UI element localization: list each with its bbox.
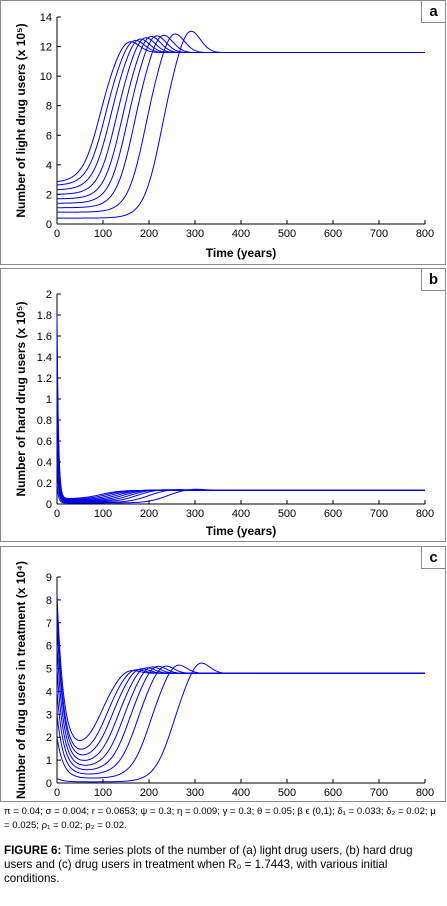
x-tick-label-c: 400 (232, 787, 250, 799)
x-tick-label-b: 100 (94, 508, 112, 520)
x-tick-label-a: 600 (324, 228, 342, 240)
x-tick-label-a: 300 (186, 228, 204, 240)
y-tick-label-c: 8 (46, 595, 52, 607)
y-tick-label-c: 0 (46, 778, 52, 790)
series-line-c-7 (56, 622, 425, 756)
caption-text: Time series plots of the number of (a) l… (4, 844, 413, 885)
y-tick-label-a: 2 (46, 189, 52, 201)
x-axis-title-a: Time (years) (206, 246, 276, 260)
series-line-b-9 (56, 314, 425, 499)
chart-panel-b: 0 100 200 300 400 500 600 700 800 0 0.2 0.4 0.6 0.8 1 1… (0, 268, 446, 542)
panel-label-c: c (421, 547, 445, 569)
x-tick-label-c: 0 (54, 787, 60, 799)
chart-a-svg: 0 100 200 300 400 500 600 700 800 0 2 4 6 8 10 12 14 Time… (14, 12, 434, 260)
series-line-c-1 (56, 662, 425, 783)
y-tick-label-a: 0 (46, 219, 52, 231)
y-tick-label-c: 6 (46, 641, 52, 653)
series-line-a-9 (56, 41, 425, 183)
figure-caption: FIGURE 6: Time series plots of the numbe… (4, 844, 444, 886)
y-tick-label-c: 9 (46, 572, 52, 584)
y-tick-label-b: 1 (46, 394, 52, 406)
y-tick-label-a: 10 (40, 71, 52, 83)
x-tick-label-b: 400 (232, 508, 250, 520)
y-tick-label-a: 14 (40, 12, 52, 24)
series-line-c-6 (56, 645, 425, 761)
y-tick-label-b: 0 (46, 499, 52, 511)
y-tick-label-a: 4 (46, 160, 52, 172)
series-line-a-2 (57, 33, 425, 213)
x-tick-label-c: 500 (278, 787, 296, 799)
y-axis-title-a: Number of light drug users (x 10⁵) (14, 23, 28, 217)
x-tick-label-a: 100 (94, 228, 112, 240)
series-line-a-4 (57, 35, 425, 204)
series-line-a-1 (57, 30, 425, 219)
series-line-b-3 (56, 440, 425, 503)
series-line-c-2 (56, 664, 425, 779)
y-tick-label-b: 0.4 (37, 457, 52, 469)
x-tick-label-a: 800 (416, 228, 434, 240)
caption-label: FIGURE 6: (4, 844, 62, 857)
series-line-a-5 (57, 35, 425, 200)
series-line-b-5 (56, 398, 425, 502)
x-tick-label-c: 700 (370, 787, 388, 799)
y-tick-label-b: 0.6 (37, 436, 52, 448)
x-tick-label-a: 200 (140, 228, 158, 240)
series-line-a-8 (56, 39, 425, 186)
y-tick-label-c: 5 (46, 664, 52, 676)
x-tick-label-c: 300 (186, 787, 204, 799)
series-line-b-7 (56, 356, 425, 501)
chart-c-svg: 01002003004005006007008000123456789Time … (14, 561, 434, 799)
y-tick-label-b: 2 (46, 289, 52, 301)
y-tick-label-a: 6 (46, 130, 52, 142)
x-tick-label-c: 100 (94, 787, 112, 799)
series-line-b-6 (56, 377, 425, 501)
y-tick-label-b: 1.4 (37, 352, 52, 364)
parameter-list: π = 0.04; σ = 0.004; r = 0.0653; ψ = 0.3… (4, 806, 436, 831)
series-line-c-4 (56, 665, 425, 771)
y-tick-label-c: 4 (46, 686, 52, 698)
chart-b-svg: 0 100 200 300 400 500 600 700 800 0 0.2 0.4 0.6 0.8 1 1… (14, 289, 434, 538)
series-line-c-8 (56, 610, 425, 750)
series-line-a-3 (57, 34, 425, 209)
x-axis-title-b: Time (years) (206, 524, 276, 538)
x-tick-label-a: 0 (54, 228, 60, 240)
x-tick-label-a: 700 (370, 228, 388, 240)
y-tick-label-c: 7 (46, 618, 52, 630)
x-tick-label-a: 500 (278, 228, 296, 240)
chart-panel-a: 0 100 200 300 400 500 600 700 800 0 2 4 6 8 10 12 14 Time… (0, 0, 446, 265)
x-tick-label-c: 600 (324, 787, 342, 799)
x-tick-label-b: 200 (140, 508, 158, 520)
series-line-b-8 (56, 335, 425, 500)
x-tick-label-b: 600 (324, 508, 342, 520)
x-tick-label-b: 700 (370, 508, 388, 520)
series-line-a-7 (56, 38, 425, 191)
x-tick-label-b: 0 (54, 508, 60, 520)
y-tick-label-c: 2 (46, 732, 52, 744)
x-tick-label-b: 300 (186, 508, 204, 520)
panel-label-b: b (421, 269, 445, 291)
x-tick-label-c: 200 (140, 787, 158, 799)
series-line-b-4 (56, 419, 425, 502)
x-tick-label-b: 800 (416, 508, 434, 520)
y-axis-title-c: Number of drug users in treatment (x 10⁴… (14, 561, 28, 799)
series-line-c-5 (56, 666, 425, 766)
y-tick-label-b: 1.6 (37, 331, 52, 343)
y-tick-label-a: 8 (46, 101, 52, 113)
series-line-a-6 (57, 37, 425, 195)
y-tick-label-a: 12 (40, 42, 52, 54)
y-axis-title-b: Number of hard drug users (x 10⁵) (14, 301, 28, 496)
y-tick-label-c: 3 (46, 709, 52, 721)
y-tick-label-b: 0.2 (37, 478, 52, 490)
x-tick-label-a: 400 (232, 228, 250, 240)
x-tick-label-c: 800 (416, 787, 434, 799)
y-tick-label-b: 1.8 (37, 310, 52, 322)
x-tick-label-b: 500 (278, 508, 296, 520)
chart-panel-c: 01002003004005006007008000123456789Time … (0, 546, 446, 802)
series-line-c-9 (56, 594, 425, 742)
y-tick-label-b: 0.8 (37, 415, 52, 427)
y-tick-label-b: 1.2 (37, 373, 52, 385)
panel-label-a: a (421, 1, 445, 23)
y-tick-label-c: 1 (46, 755, 52, 767)
